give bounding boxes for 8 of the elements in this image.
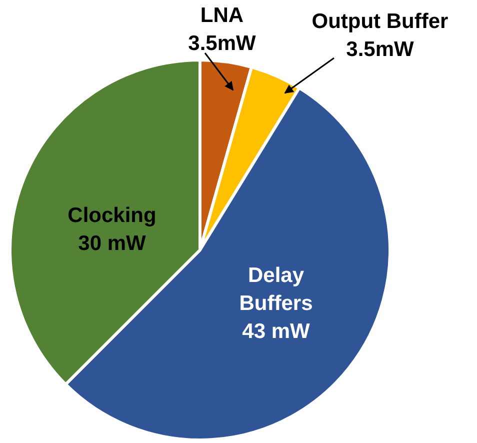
data-label: 3.5mW: [346, 38, 414, 61]
data-label: 43 mW: [242, 320, 310, 343]
data-label: 30 mW: [78, 232, 146, 255]
data-label: 3.5mW: [188, 32, 256, 55]
slice-label: Clocking: [68, 204, 156, 227]
slice-label: Output Buffer: [312, 10, 448, 33]
slice-label: LNA: [200, 4, 244, 27]
slice-label: Delay Buffers: [239, 264, 313, 315]
